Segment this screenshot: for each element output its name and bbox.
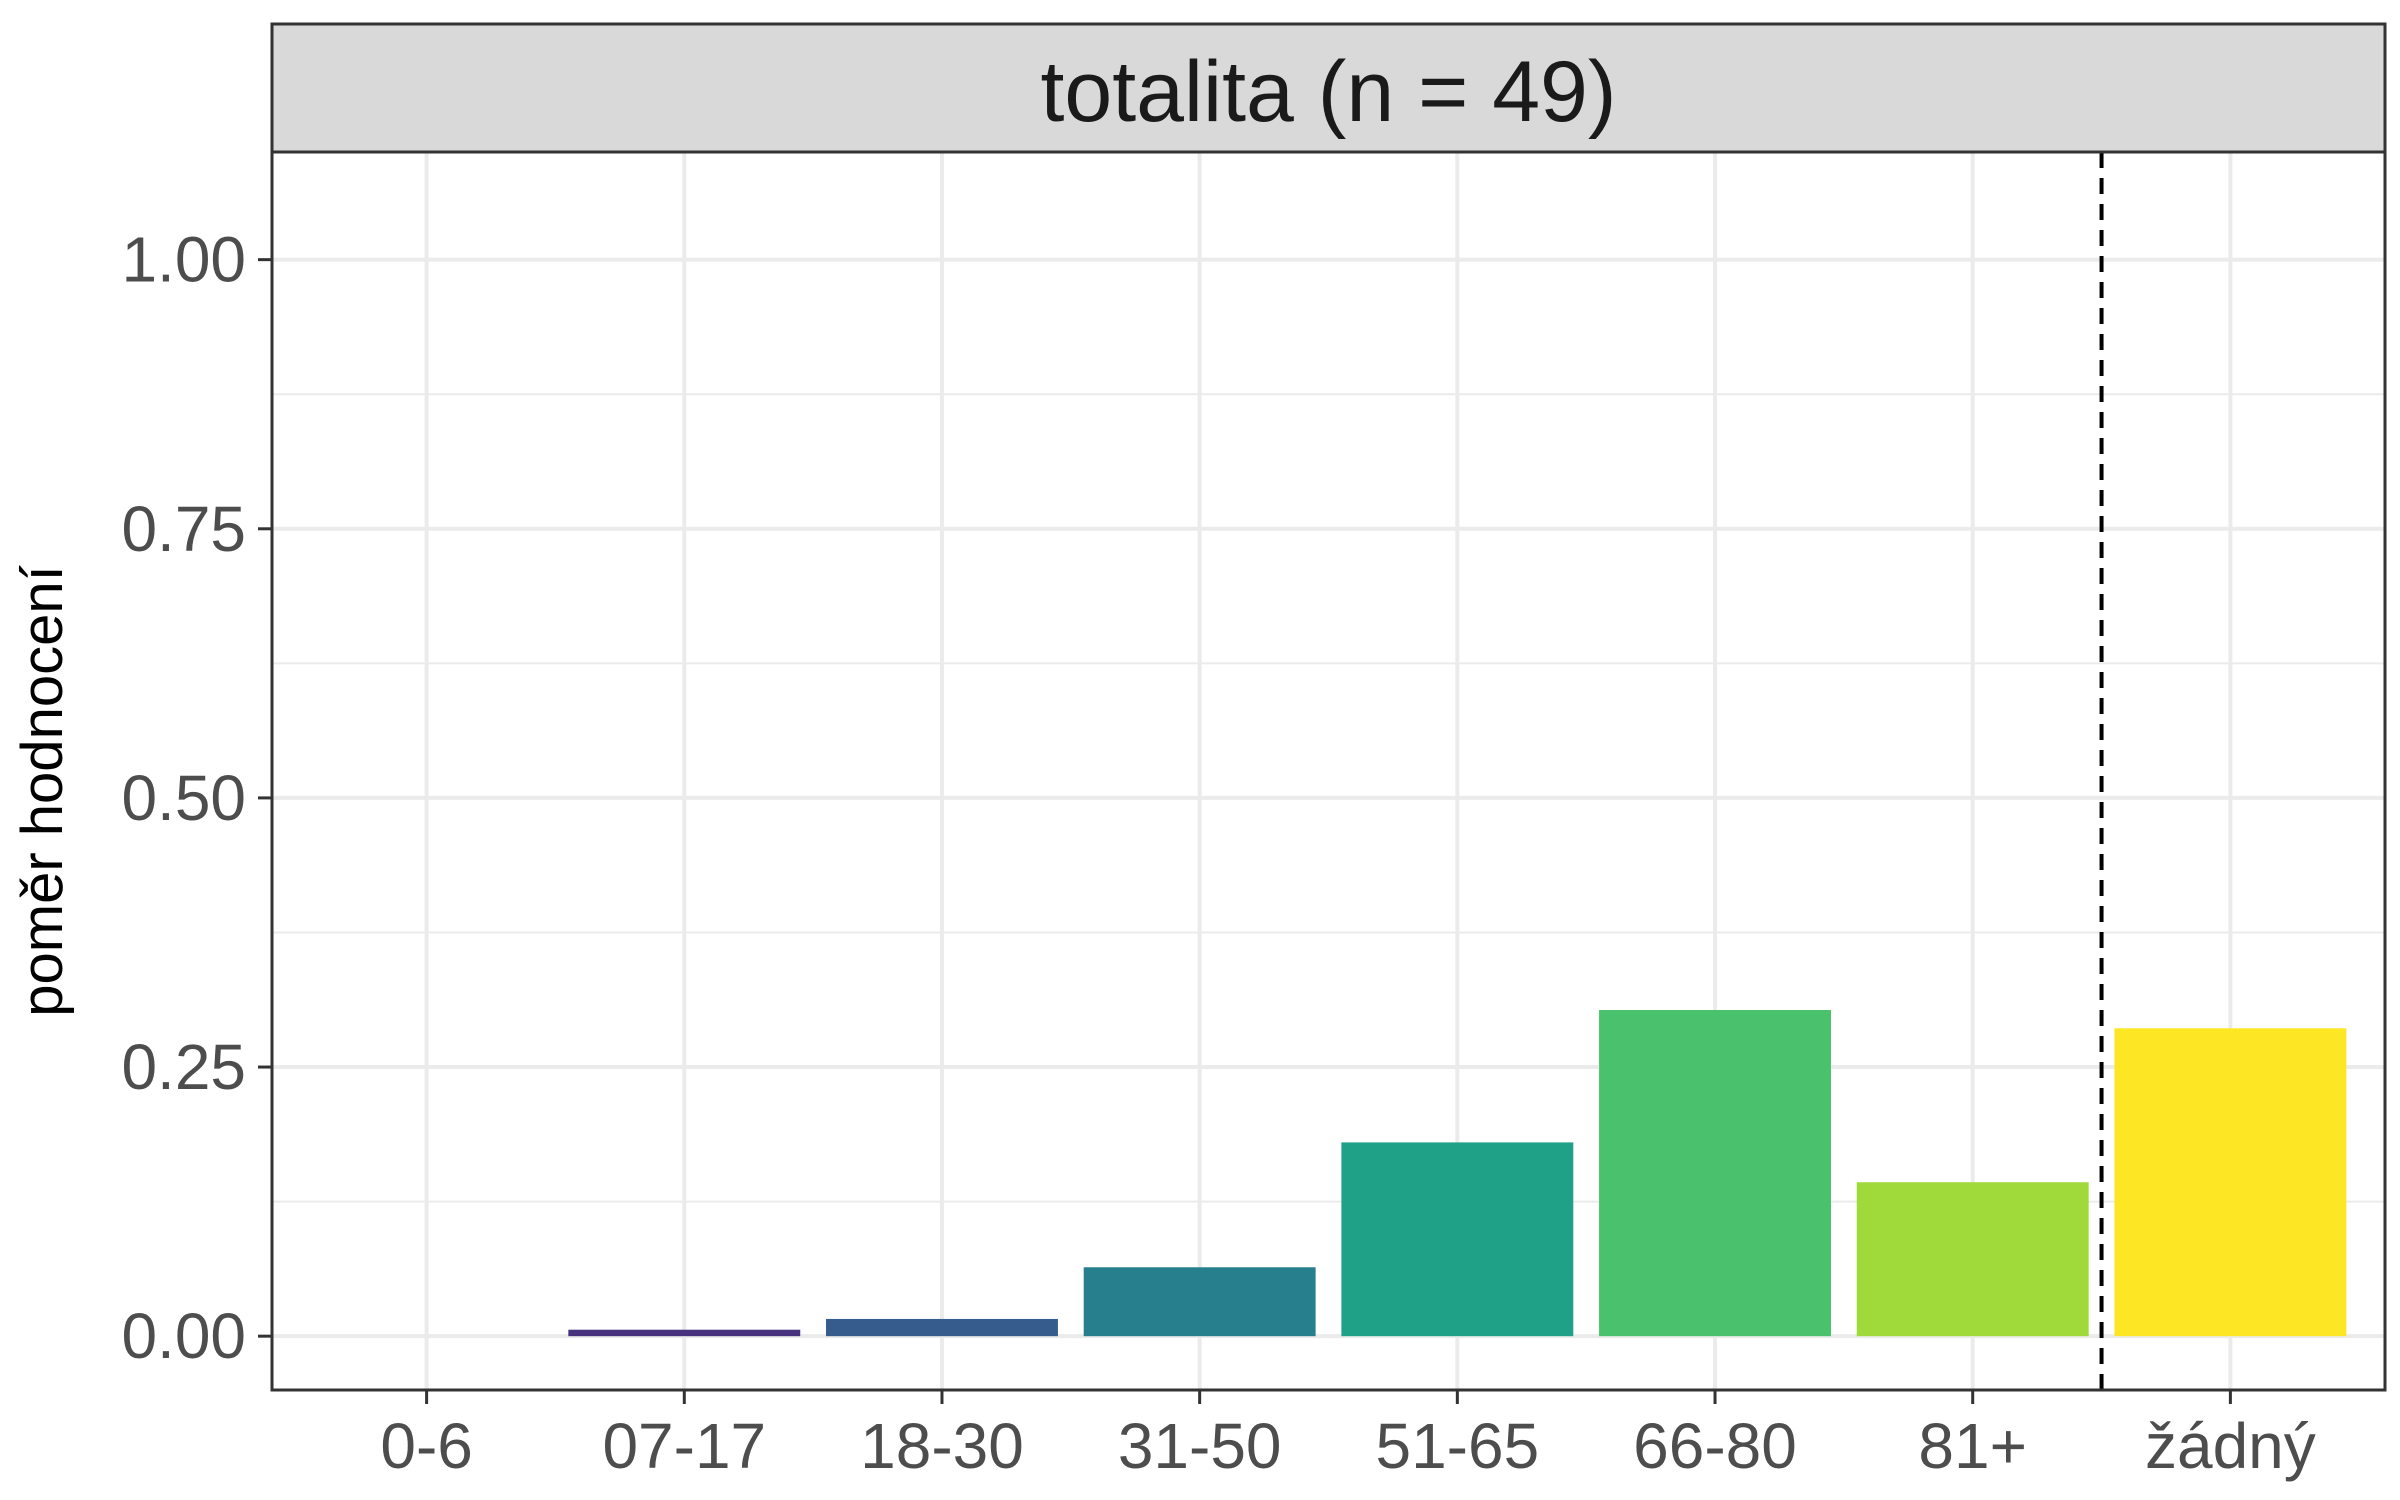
x-tick-label: 66-80 [1633,1410,1797,1482]
x-tick-label: 81+ [1918,1410,2027,1482]
x-tick-label: 18-30 [860,1410,1024,1482]
bar [1083,1267,1316,1337]
bar [1341,1142,1574,1337]
facet-title: totalita (n = 49) [1040,44,1616,140]
y-tick-label: 1.00 [121,224,246,296]
x-tick-label: 0-6 [380,1410,473,1482]
x-tick-label: 51-65 [1375,1410,1539,1482]
bar [1599,1009,1831,1337]
x-tick-label: 07-17 [602,1410,766,1482]
y-axis-label: poměr hodnocení [10,565,75,1016]
bar [826,1318,1058,1337]
bar [1856,1182,2089,1337]
x-tick-label: žádný [2145,1410,2316,1482]
y-tick-label: 0.00 [121,1300,246,1372]
facet-strip [270,22,2387,154]
y-tick-label: 0.50 [121,762,246,834]
x-tick-label: 31-50 [1118,1410,1282,1482]
bar [2114,1028,2347,1337]
x-axis-ticks: 0-6 07-17 18-30 31-50 51-65 66-80 81+ žádný [380,1390,2316,1482]
y-tick-label: 0.25 [121,1031,246,1103]
bar [568,1329,801,1337]
y-axis-ticks: 0.00 0.25 0.50 0.75 1.00 [121,224,272,1372]
y-tick-label: 0.75 [121,493,246,565]
bars [568,1009,2347,1337]
